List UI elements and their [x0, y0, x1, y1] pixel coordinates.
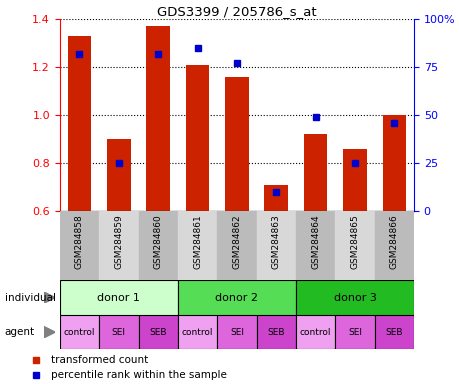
Text: SEI: SEI [347, 328, 361, 337]
Bar [374, 211, 413, 280]
Bar [107, 139, 130, 211]
Bar [256, 315, 295, 349]
Bar [178, 280, 295, 315]
Text: percentile rank within the sample: percentile rank within the sample [50, 370, 226, 381]
Bar [303, 134, 327, 211]
Bar [295, 280, 413, 315]
Text: SEB: SEB [385, 328, 402, 337]
Bar [217, 211, 256, 280]
Bar [178, 315, 217, 349]
Bar [138, 211, 178, 280]
Bar [342, 149, 366, 211]
Text: GSM284863: GSM284863 [271, 214, 280, 269]
Text: SEB: SEB [267, 328, 285, 337]
Title: GDS3399 / 205786_s_at: GDS3399 / 205786_s_at [157, 5, 316, 18]
Bar [99, 315, 138, 349]
Bar [185, 65, 209, 211]
Text: donor 2: donor 2 [215, 293, 258, 303]
Text: GSM284859: GSM284859 [114, 214, 123, 269]
Text: control: control [181, 328, 213, 337]
Text: GSM284864: GSM284864 [310, 214, 319, 268]
Bar [335, 211, 374, 280]
Text: GSM284861: GSM284861 [193, 214, 202, 269]
Bar [295, 211, 335, 280]
Bar [60, 280, 178, 315]
Bar [295, 315, 335, 349]
Bar [374, 315, 413, 349]
Text: donor 3: donor 3 [333, 293, 375, 303]
Bar [67, 36, 91, 211]
Text: GSM284865: GSM284865 [350, 214, 358, 269]
Polygon shape [44, 326, 55, 338]
Text: SEI: SEI [230, 328, 243, 337]
Text: SEI: SEI [112, 328, 126, 337]
Bar [138, 315, 178, 349]
Text: agent: agent [5, 327, 34, 337]
Text: GSM284858: GSM284858 [75, 214, 84, 269]
Text: GSM284866: GSM284866 [389, 214, 398, 269]
Bar [382, 115, 405, 211]
Bar [146, 26, 170, 211]
Text: individual: individual [5, 293, 56, 303]
Bar [178, 211, 217, 280]
Bar [60, 211, 99, 280]
Text: control: control [299, 328, 330, 337]
Bar [264, 185, 287, 211]
Bar [60, 315, 99, 349]
Text: control: control [64, 328, 95, 337]
Text: transformed count: transformed count [50, 355, 147, 365]
Text: GSM284862: GSM284862 [232, 214, 241, 268]
Bar [256, 211, 295, 280]
Bar [217, 315, 256, 349]
Text: GSM284860: GSM284860 [153, 214, 162, 269]
Text: donor 1: donor 1 [97, 293, 140, 303]
Polygon shape [44, 292, 55, 303]
Bar [335, 315, 374, 349]
Text: SEB: SEB [149, 328, 167, 337]
Bar [224, 77, 248, 211]
Bar [99, 211, 138, 280]
